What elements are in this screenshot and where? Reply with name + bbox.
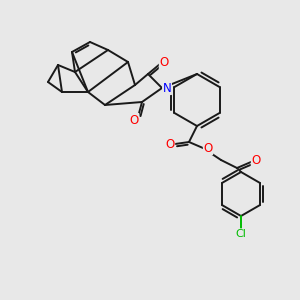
Text: O: O: [203, 142, 213, 154]
Text: O: O: [159, 56, 169, 70]
Text: O: O: [129, 113, 139, 127]
Text: O: O: [165, 137, 175, 151]
Text: Cl: Cl: [236, 229, 246, 239]
Text: N: N: [163, 82, 171, 94]
Text: O: O: [251, 154, 261, 167]
